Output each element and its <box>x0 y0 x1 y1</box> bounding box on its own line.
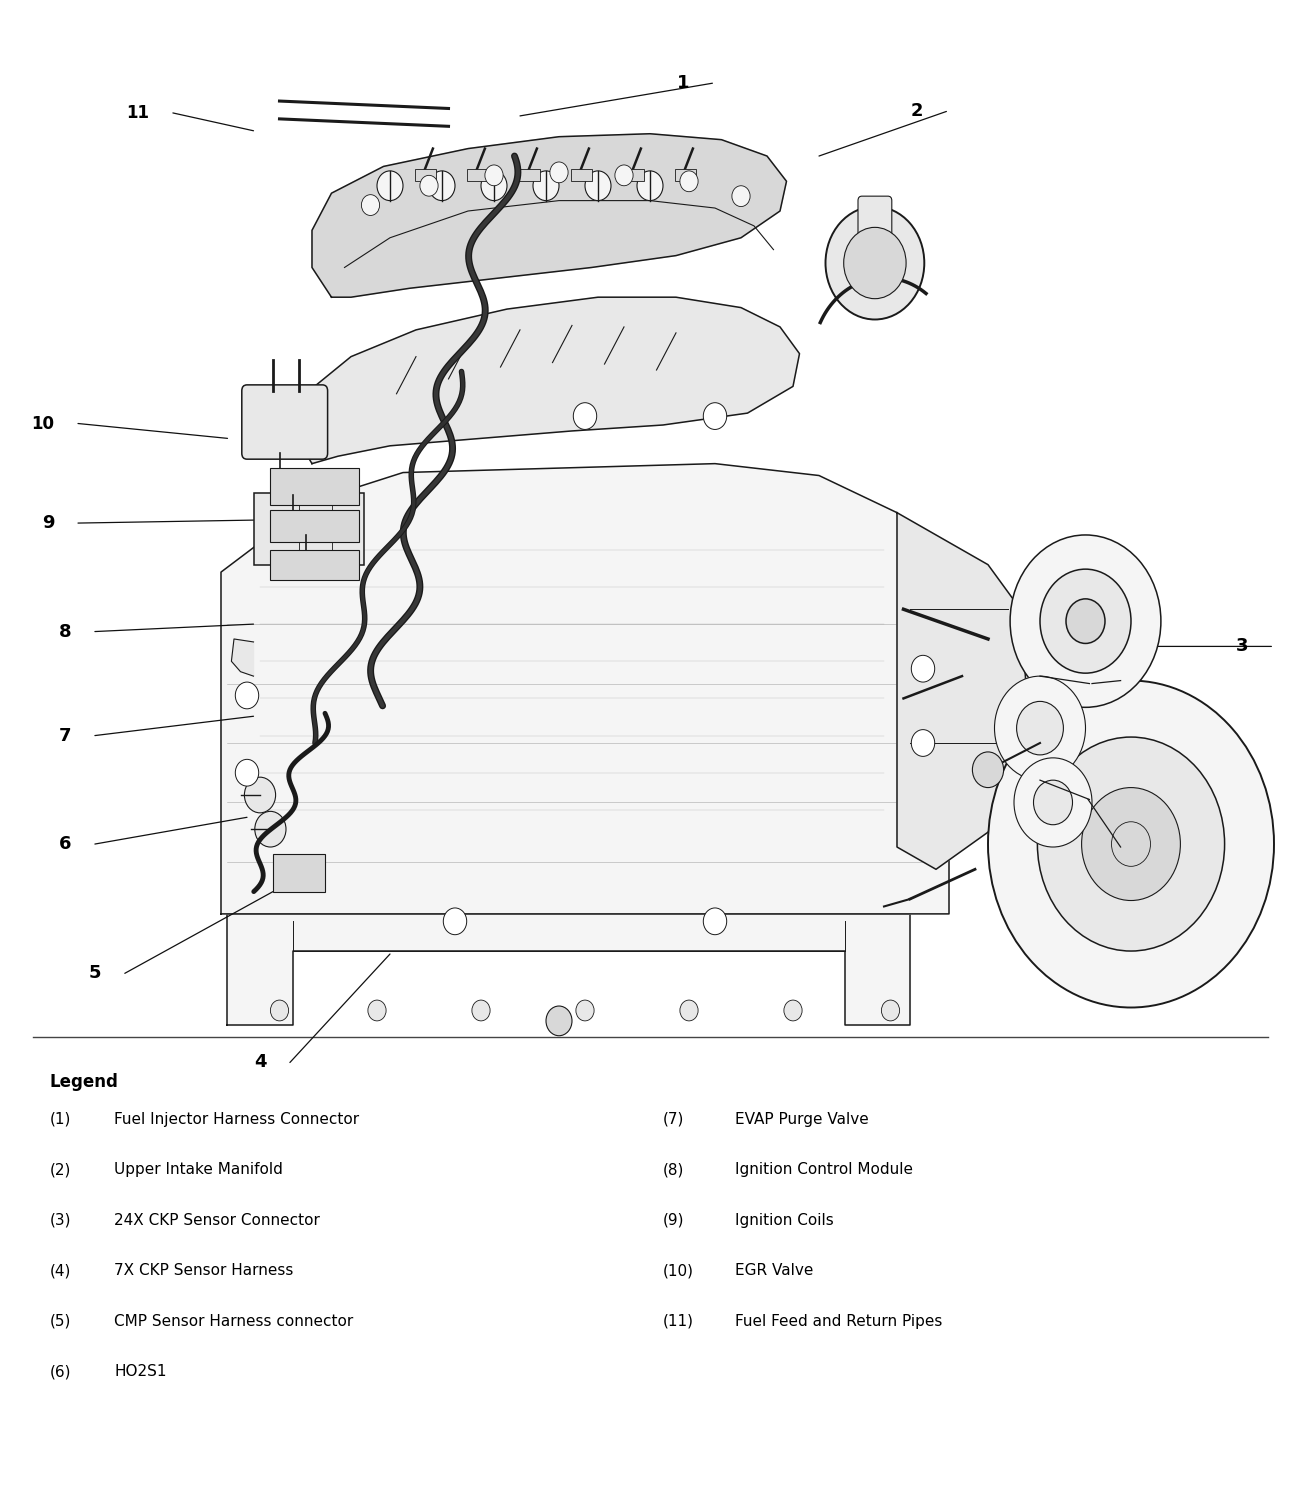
FancyBboxPatch shape <box>467 169 488 181</box>
FancyBboxPatch shape <box>519 169 540 181</box>
FancyBboxPatch shape <box>242 385 328 459</box>
Circle shape <box>784 1000 802 1021</box>
Circle shape <box>994 676 1086 780</box>
Circle shape <box>361 195 380 215</box>
Circle shape <box>429 171 455 201</box>
Circle shape <box>585 171 611 201</box>
Text: 11: 11 <box>126 104 150 122</box>
Circle shape <box>420 175 438 196</box>
Text: Ignition Coils: Ignition Coils <box>734 1213 833 1227</box>
FancyBboxPatch shape <box>273 854 325 892</box>
Circle shape <box>270 1000 289 1021</box>
FancyBboxPatch shape <box>270 468 359 505</box>
Text: (1): (1) <box>49 1112 70 1126</box>
Text: (6): (6) <box>49 1364 72 1379</box>
Polygon shape <box>312 134 786 297</box>
Circle shape <box>377 171 403 201</box>
Polygon shape <box>227 914 910 1025</box>
Polygon shape <box>292 297 800 464</box>
Circle shape <box>703 908 727 935</box>
Text: 8: 8 <box>58 623 72 640</box>
Text: 24X CKP Sensor Connector: 24X CKP Sensor Connector <box>114 1213 320 1227</box>
Circle shape <box>680 171 698 192</box>
Text: (3): (3) <box>49 1213 72 1227</box>
Circle shape <box>680 1000 698 1021</box>
Text: 9: 9 <box>42 514 55 532</box>
Text: (7): (7) <box>663 1112 684 1126</box>
Circle shape <box>1010 535 1161 707</box>
Polygon shape <box>221 464 949 914</box>
Circle shape <box>972 752 1004 788</box>
Circle shape <box>255 811 286 847</box>
Text: 4: 4 <box>254 1054 266 1071</box>
Circle shape <box>988 681 1274 1008</box>
Circle shape <box>1040 569 1131 673</box>
Circle shape <box>472 1000 490 1021</box>
Circle shape <box>533 171 559 201</box>
Circle shape <box>911 730 935 756</box>
Text: 10: 10 <box>31 415 55 432</box>
Circle shape <box>573 403 597 429</box>
Circle shape <box>1066 599 1105 643</box>
Text: Ignition Control Module: Ignition Control Module <box>734 1162 913 1177</box>
Text: Fuel Injector Harness Connector: Fuel Injector Harness Connector <box>114 1112 360 1126</box>
FancyBboxPatch shape <box>254 493 364 565</box>
Circle shape <box>235 682 259 709</box>
FancyBboxPatch shape <box>571 169 592 181</box>
Text: (8): (8) <box>663 1162 684 1177</box>
Circle shape <box>732 186 750 207</box>
Text: Upper Intake Manifold: Upper Intake Manifold <box>114 1162 283 1177</box>
Circle shape <box>443 908 467 935</box>
Circle shape <box>826 207 924 319</box>
Circle shape <box>550 162 568 183</box>
Circle shape <box>1037 737 1225 951</box>
FancyBboxPatch shape <box>415 169 436 181</box>
Circle shape <box>576 1000 594 1021</box>
Text: (11): (11) <box>663 1314 694 1328</box>
FancyBboxPatch shape <box>270 550 359 580</box>
FancyBboxPatch shape <box>623 169 644 181</box>
FancyBboxPatch shape <box>858 196 892 242</box>
Circle shape <box>703 403 727 429</box>
FancyBboxPatch shape <box>675 169 696 181</box>
Circle shape <box>1082 788 1180 901</box>
Circle shape <box>1017 701 1063 755</box>
Circle shape <box>911 655 935 682</box>
Text: 3: 3 <box>1235 637 1248 655</box>
Polygon shape <box>897 513 1027 869</box>
Circle shape <box>1034 780 1072 825</box>
Circle shape <box>615 165 633 186</box>
Circle shape <box>244 777 276 813</box>
Text: 1: 1 <box>676 74 689 92</box>
Circle shape <box>546 1006 572 1036</box>
Polygon shape <box>231 639 254 676</box>
Text: (9): (9) <box>663 1213 685 1227</box>
Text: (5): (5) <box>49 1314 70 1328</box>
Text: HO2S1: HO2S1 <box>114 1364 166 1379</box>
Text: (4): (4) <box>49 1263 70 1278</box>
Circle shape <box>368 1000 386 1021</box>
Text: 7: 7 <box>58 727 72 744</box>
Text: (10): (10) <box>663 1263 694 1278</box>
Text: 6: 6 <box>58 835 72 853</box>
Circle shape <box>235 759 259 786</box>
Text: Fuel Feed and Return Pipes: Fuel Feed and Return Pipes <box>734 1314 942 1328</box>
Text: EVAP Purge Valve: EVAP Purge Valve <box>734 1112 868 1126</box>
FancyBboxPatch shape <box>270 510 359 542</box>
Text: Legend: Legend <box>49 1073 118 1091</box>
Circle shape <box>844 227 906 299</box>
Text: 5: 5 <box>88 964 101 982</box>
Text: (2): (2) <box>49 1162 70 1177</box>
Circle shape <box>1014 758 1092 847</box>
Circle shape <box>637 171 663 201</box>
Text: CMP Sensor Harness connector: CMP Sensor Harness connector <box>114 1314 354 1328</box>
Text: EGR Valve: EGR Valve <box>734 1263 812 1278</box>
Circle shape <box>881 1000 900 1021</box>
Text: 2: 2 <box>910 103 923 120</box>
Circle shape <box>485 165 503 186</box>
Circle shape <box>481 171 507 201</box>
Text: 7X CKP Sensor Harness: 7X CKP Sensor Harness <box>114 1263 294 1278</box>
